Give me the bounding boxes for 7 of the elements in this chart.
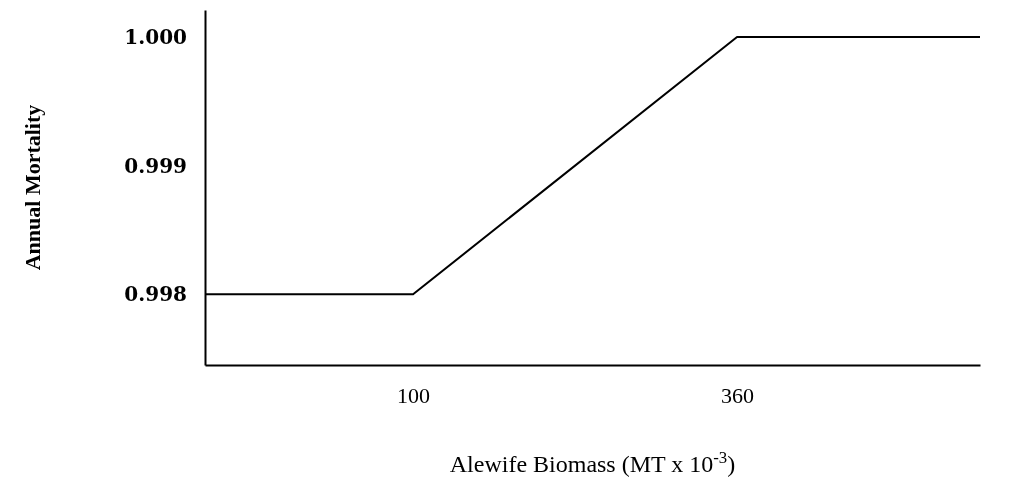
x-tick-label: 360	[721, 382, 755, 408]
x-axis-title: Alewife Biomass (MT x 10$^{-3}$)	[449, 447, 736, 477]
y-axis-title: Annual Mortality	[20, 104, 45, 271]
x-tick-label: 100	[397, 382, 431, 408]
y-tick-label: 1.000	[124, 24, 187, 49]
y-tick-label: 0.999	[124, 153, 187, 178]
y-tick-label: 0.998	[124, 282, 187, 307]
